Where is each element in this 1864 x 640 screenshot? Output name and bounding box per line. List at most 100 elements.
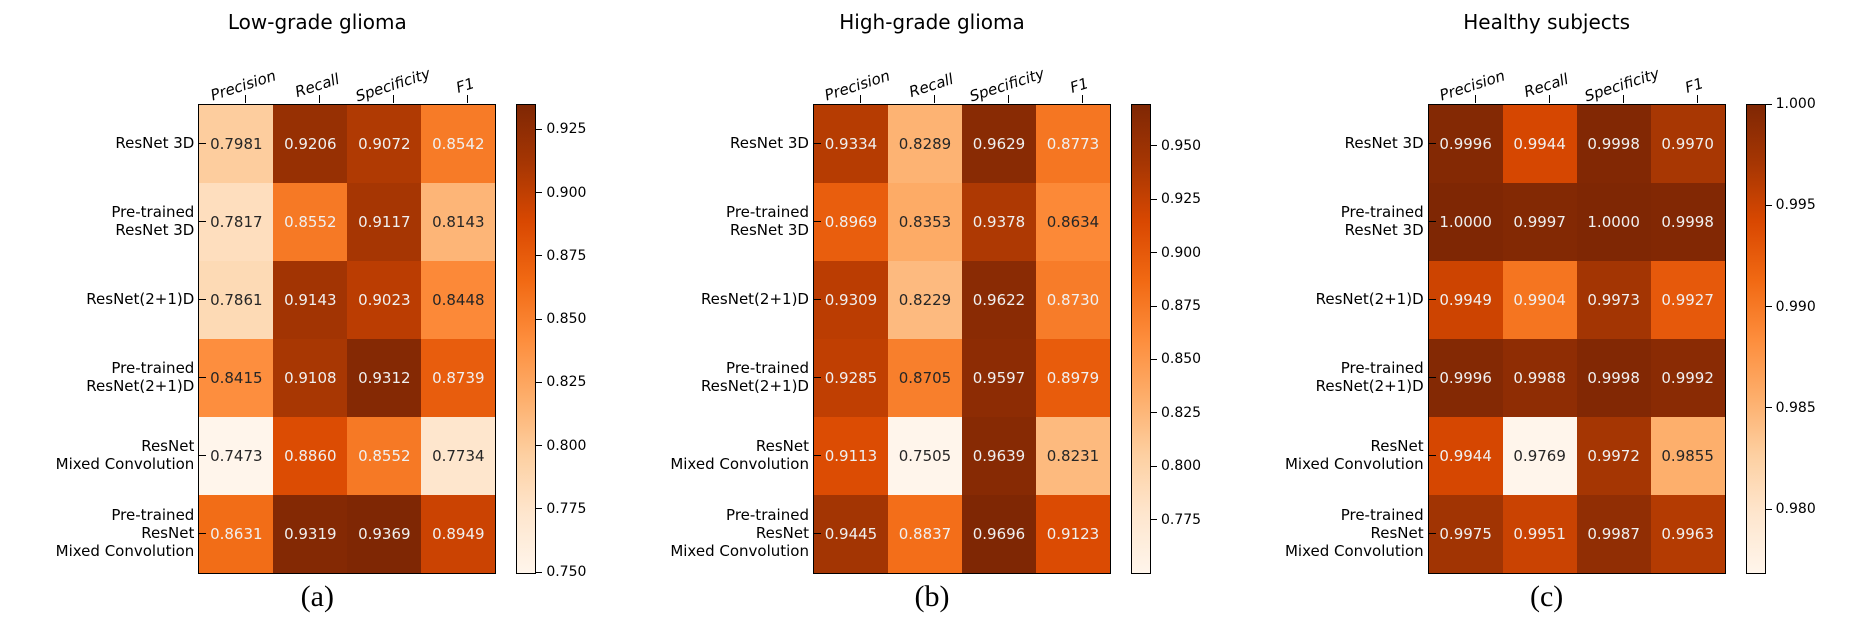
colorbar-tick-label: 0.925 [1161,191,1201,207]
x-tick [1549,95,1550,103]
colorbar-tick: 0.750 [536,564,586,580]
heatmap-cell: 0.9445 [814,495,888,573]
heatmap-cell: 0.9285 [814,339,888,417]
colorbar: 0.775 0.800 0.825 0.850 0.875 0.900 0.925 0.950 [1131,104,1206,574]
heatmap-cell: 0.9072 [347,105,421,183]
heatmap-cell: 0.8949 [421,495,495,573]
heatmap-cell: 0.9206 [273,105,347,183]
heatmap-cell: 0.8353 [888,183,962,261]
colorbar-tick-label: 0.775 [1161,512,1201,528]
heatmap-cell: 0.9113 [814,417,888,495]
heatmap-cell: 0.8631 [199,495,273,573]
panel-title: Healthy subjects [1463,10,1630,34]
colorbar-tick-label: 0.750 [546,564,586,580]
heatmap-cell: 0.7861 [199,261,273,339]
colorbar-tick-label: 1.000 [1776,96,1816,112]
heatmap-cell: 0.8552 [347,417,421,495]
row-label: Pre-trainedResNet(2+1)D [658,338,813,416]
x-tick [1697,95,1698,103]
heatmap-cell: 0.8634 [1036,183,1110,261]
colorbar-ticks: 0.7500.7750.8000.8250.8500.8750.9000.925 [536,104,591,574]
heatmap-cell: 0.8289 [888,105,962,183]
panel-sublabel: (b) [914,580,949,614]
colorbar-gradient [516,104,536,574]
row-label: ResNet(2+1)D [658,260,813,338]
heatmap-cell: 0.9629 [962,105,1036,183]
row-label: Pre-trainedResNet 3D [658,182,813,260]
colorbar-tick: 0.985 [1766,400,1816,416]
x-tick [1623,95,1624,103]
panel-title: Low-grade glioma [228,10,407,34]
heatmap-cell: 0.9312 [347,339,421,417]
heatmap-cell: 0.9963 [1651,495,1725,573]
colorbar: 0.7500.7750.8000.8250.8500.8750.9000.925 [516,104,591,574]
x-tick-row [1283,94,1810,104]
colorbar-ticks: 0.9800.9850.9900.9951.000 [1766,104,1821,574]
row-label: ResNet 3D [43,104,198,182]
heatmap-cell: 0.9975 [1429,495,1503,573]
heatmap-cell: 0.9944 [1503,105,1577,183]
row-labels: ResNet 3DPre-trainedResNet 3DResNet(2+1)… [43,104,198,574]
colorbar-tick-label: 0.985 [1776,400,1816,416]
row-label: Pre-trainedResNet(2+1)D [1273,338,1428,416]
colorbar: 0.9800.9850.9900.9951.000 [1746,104,1821,574]
colorbar-tick: 0.875 [536,248,586,264]
row-label: ResNet(2+1)D [1273,260,1428,338]
heatmap-cell: 0.9309 [814,261,888,339]
heatmap-cell: 0.8229 [888,261,962,339]
heatmap-cell: 0.9023 [347,261,421,339]
heatmap-cell: 0.9996 [1429,339,1503,417]
row-label: Pre-trainedResNet 3D [43,182,198,260]
heatmap-cell: 0.9998 [1577,339,1651,417]
heatmap-cell: 0.9597 [962,339,1036,417]
panel-body: ResNet 3DPre-trainedResNet 3DResNet(2+1)… [1273,104,1821,574]
colorbar-tick: 0.800 [1151,458,1201,474]
heatmap-cell: 0.9334 [814,105,888,183]
x-tick [1008,95,1009,103]
row-label: ResNetMixed Convolution [1273,416,1428,494]
heatmap-cell: 0.7981 [199,105,273,183]
panel-body: ResNet 3DPre-trainedResNet 3DResNet(2+1)… [43,104,591,574]
colorbar-tick: 0.875 [1151,298,1201,314]
row-label: Pre-trainedResNetMixed Convolution [658,494,813,572]
colorbar-tick: 0.950 [1151,138,1201,154]
heatmap-cell: 0.9369 [347,495,421,573]
heatmap-cell: 0.9639 [962,417,1036,495]
colorbar-tick: 0.850 [1151,351,1201,367]
heatmap-cell: 0.9996 [1429,105,1503,183]
colorbar-tick-label: 0.850 [546,311,586,327]
colorbar-tick-label: 0.800 [1161,458,1201,474]
colorbar-tick: 0.825 [1151,405,1201,421]
colorbar-tick: 0.850 [536,311,586,327]
colorbar-tick: 0.775 [1151,512,1201,528]
heatmap-cell: 0.9622 [962,261,1036,339]
heatmap-grid: 0.79810.92060.90720.85420.78170.85520.91… [198,104,496,574]
column-header-row: PrecisionRecallSpecificityF1 [54,38,581,94]
heatmap-cell: 0.8773 [1036,105,1110,183]
colorbar-tick: 1.000 [1766,96,1816,112]
colorbar-ticks: 0.775 0.800 0.825 0.850 0.875 0.900 0.925 0.950 [1151,104,1206,574]
panel-sublabel: (a) [301,580,334,614]
panel-title: High-grade glioma [839,10,1025,34]
colorbar-tick: 0.980 [1766,501,1816,517]
x-tick [393,95,394,103]
heatmap-cell: 0.8969 [814,183,888,261]
heatmap-cell: 0.8860 [273,417,347,495]
colorbar-gradient [1746,104,1766,574]
x-tick [1475,95,1476,103]
heatmap-cell: 0.7473 [199,417,273,495]
x-tick-row [54,94,581,104]
row-labels: ResNet 3DPre-trainedResNet 3DResNet(2+1)… [1273,104,1428,574]
colorbar-tick: 0.900 [1151,245,1201,261]
colorbar-tick: 0.995 [1766,197,1816,213]
row-label: ResNetMixed Convolution [658,416,813,494]
heatmap-cell: 0.9904 [1503,261,1577,339]
heatmap-cell: 0.8415 [199,339,273,417]
x-tick [860,95,861,103]
colorbar-tick: 0.775 [536,501,586,517]
heatmap-cell: 0.9987 [1577,495,1651,573]
heatmap-cell: 0.9143 [273,261,347,339]
heatmap-cell: 0.9988 [1503,339,1577,417]
column-header-row: PrecisionRecallSpecificityF1 [1283,38,1810,94]
heatmap-cell: 0.9951 [1503,495,1577,573]
